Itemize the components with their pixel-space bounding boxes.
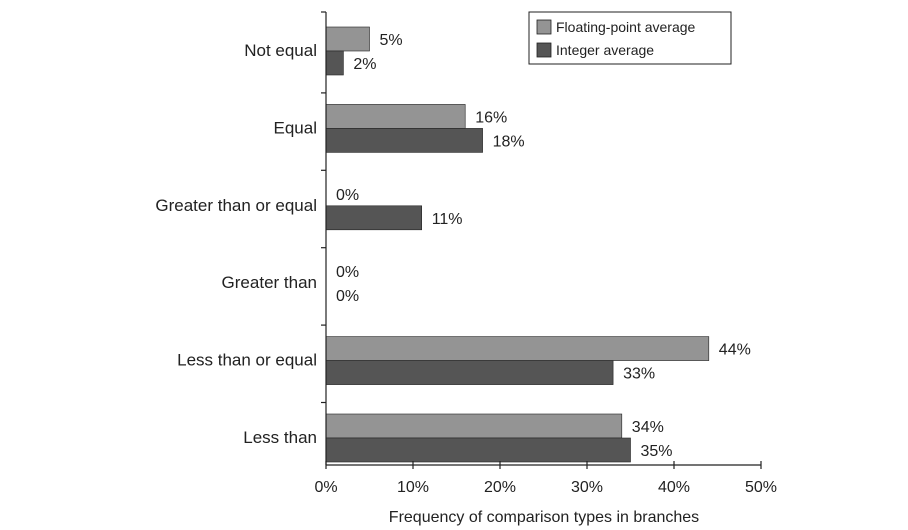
bar-integer-less-than-or-equal: [325, 360, 614, 385]
value-label-integer-less-than-or-equal: 33%: [623, 366, 655, 383]
category-label-not-equal: Not equal: [244, 41, 317, 60]
x-tick-label: 50%: [745, 479, 777, 496]
x-tick-label: 20%: [484, 479, 516, 496]
axes-layer: [321, 11, 761, 466]
x-tick-label: 0%: [314, 479, 337, 496]
value-label-integer-equal: 18%: [493, 133, 525, 150]
value-label-integer-not-equal: 2%: [353, 56, 376, 73]
bar-floating-point-less-than: [325, 413, 623, 439]
bar-floating-point-equal: [325, 104, 466, 129]
value-label-floating-point-not-equal: 5%: [380, 32, 403, 49]
value-label-floating-point-less-than-or-equal: 44%: [719, 342, 751, 359]
value-label-floating-point-greater-than-or-equal: 0%: [336, 187, 359, 204]
legend-label-integer: Integer average: [556, 42, 654, 58]
value-label-integer-greater-than-or-equal: 11%: [432, 211, 463, 228]
bar-floating-point-not-equal: [325, 26, 370, 52]
category-label-greater-than: Greater than: [222, 273, 317, 292]
bar-floating-point-less-than-or-equal: [325, 336, 710, 361]
x-ticks-layer: 0% 10% 20% 30% 40% 50%: [314, 461, 777, 496]
x-tick-label: 30%: [571, 479, 603, 496]
category-label-greater-than-or-equal: Greater than or equal: [155, 196, 317, 215]
category-labels-layer: Not equal Equal Greater than or equal Great…: [155, 41, 317, 447]
category-label-less-than: Less than: [243, 428, 317, 447]
category-label-less-than-or-equal: Less than or equal: [177, 351, 317, 370]
bar-integer-greater-than-or-equal: [325, 205, 422, 231]
category-label-equal: Equal: [274, 118, 317, 137]
value-label-floating-point-equal: 16%: [475, 109, 507, 126]
x-tick-label: 40%: [658, 479, 690, 496]
bars-layer: [325, 26, 710, 463]
legend-swatch-integer: [536, 42, 552, 58]
bar-integer-less-than: [325, 437, 631, 463]
value-label-floating-point-less-than: 34%: [632, 419, 664, 436]
legend-swatch-floating-point: [536, 19, 552, 35]
value-label-integer-greater-than: 0%: [336, 288, 359, 305]
bar-integer-equal: [325, 128, 483, 153]
legend-box: [528, 11, 732, 65]
x-tick-label: 10%: [397, 479, 429, 496]
bar-integer-not-equal: [325, 50, 344, 76]
value-label-integer-less-than: 35%: [641, 443, 673, 460]
legend: Floating-point average Integer average: [528, 11, 732, 65]
value-label-floating-point-greater-than: 0%: [336, 264, 359, 281]
legend-label-floating-point: Floating-point average: [556, 19, 696, 35]
x-axis-title: Frequency of comparison types in branche…: [389, 509, 699, 526]
value-labels-layer: 5%2% 16% 18% 0% 11% 0% 0% 44% 33% 34% 35%: [336, 32, 751, 460]
